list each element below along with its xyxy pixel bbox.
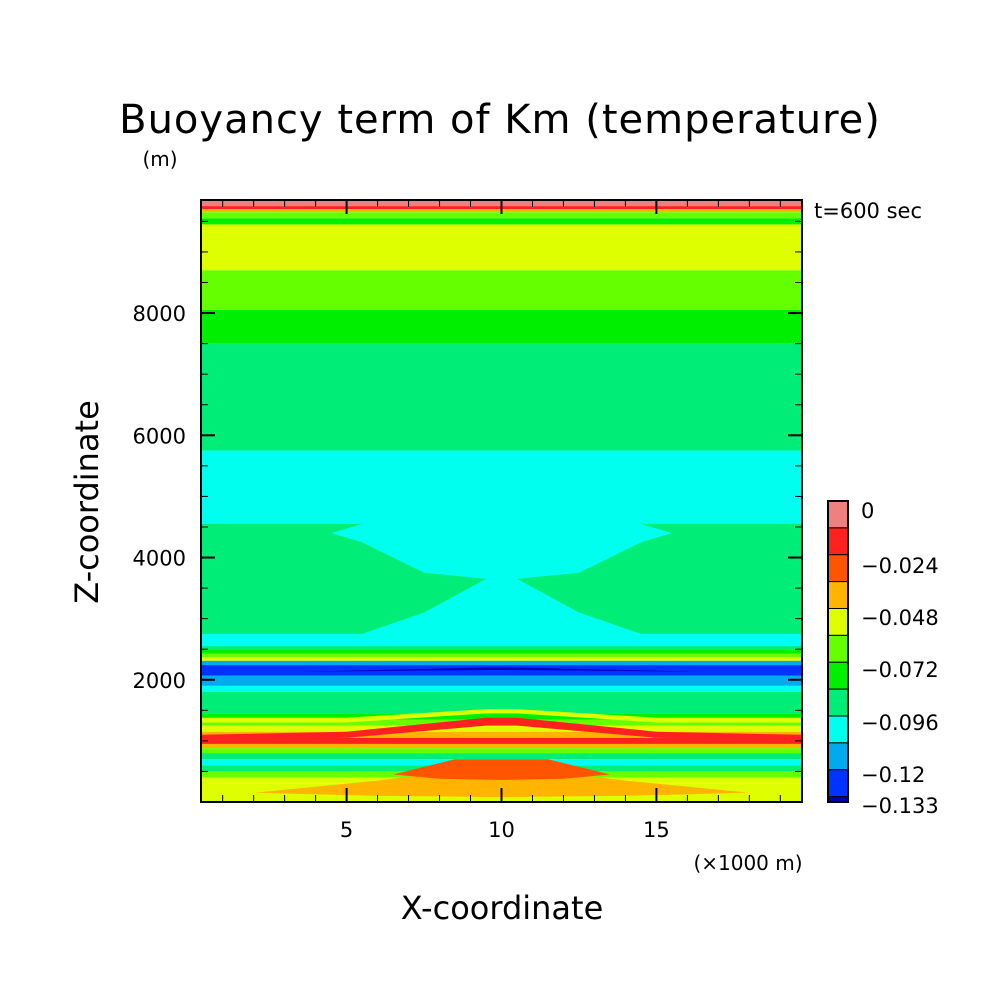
contour-band-15 (201, 665, 802, 676)
contour-band-17 (201, 685, 802, 692)
contour-band-3 (201, 212, 802, 219)
colorbar-frame (827, 500, 849, 803)
contour-band-11 (201, 649, 802, 654)
colorbar-label: −0.096 (861, 711, 939, 735)
contour-band-25 (201, 748, 802, 754)
contour-band-23 (201, 737, 802, 744)
colorbar-swatch-4 (827, 608, 849, 636)
colorbar-swatch-5 (827, 634, 849, 663)
colorbar-label: −0.12 (861, 763, 925, 787)
colorbar-swatch-8 (827, 715, 849, 744)
chart-title: Buoyancy term of Km (temperature) (119, 97, 881, 143)
contour-region-1 (201, 635, 802, 647)
colorbar-label: −0.133 (861, 794, 939, 818)
y-tick-label: 6000 (133, 424, 186, 448)
colorbar-swatch-9 (827, 742, 849, 771)
y-tick-label: 2000 (133, 669, 186, 693)
contour-band-7 (201, 310, 802, 344)
contour-band-16 (201, 675, 802, 686)
colorbar-swatch-10 (827, 769, 849, 798)
colorbar-label: −0.048 (861, 606, 939, 630)
contour-band-6 (201, 270, 802, 311)
contour-band-14 (201, 660, 802, 666)
contour-region-2 (300, 667, 703, 672)
contour-band-18 (201, 691, 802, 714)
contour-region-5 (253, 768, 750, 798)
contour-band-26 (201, 753, 802, 760)
colorbar-swatch-3 (827, 581, 849, 609)
y-axis-label: Z-coordinate (68, 400, 106, 604)
contour-features (201, 523, 802, 798)
colorbar-label: −0.072 (861, 658, 939, 682)
contour-band-19 (201, 713, 802, 720)
contour-region-3 (201, 709, 802, 723)
colorbar-swatch-0 (827, 500, 849, 529)
contour-region-0 (201, 523, 802, 634)
colorbar-swatch-7 (827, 688, 849, 717)
x-unit-label: (×1000 m) (693, 851, 802, 875)
x-tick-label: 15 (643, 818, 670, 842)
contour-band-4 (201, 218, 802, 225)
contour-band-5 (201, 224, 802, 271)
contour-band-13 (201, 657, 802, 661)
contour-region-4 (201, 717, 802, 741)
y-tick-label: 4000 (133, 547, 186, 571)
x-tick-label: 10 (488, 818, 515, 842)
x-tick-label: 5 (340, 818, 353, 842)
colorbar: 0 −0.024 −0.048 −0.072 −0.096 −0.12 −0.133 (827, 499, 939, 818)
contour-region-6 (393, 759, 610, 780)
contour-band-22 (201, 731, 802, 738)
y-unit-label: (m) (142, 147, 177, 171)
colorbar-label: −0.024 (861, 554, 939, 578)
colorbar-swatch-2 (827, 554, 849, 583)
minor-ticks (201, 200, 802, 802)
contour-band-24 (201, 743, 802, 749)
y-axis: 2000 4000 6000 8000 (133, 302, 802, 693)
colorbar-label: 0 (861, 499, 874, 523)
colorbar-swatch-1 (827, 527, 849, 556)
y-tick-label: 8000 (133, 302, 186, 326)
contour-band-21 (201, 725, 802, 732)
time-label: t=600 sec (814, 199, 922, 223)
contour-band-12 (201, 653, 802, 658)
colorbar-swatch-6 (827, 661, 849, 690)
x-axis-label: X-coordinate (401, 889, 604, 927)
contour-band-8 (201, 343, 802, 451)
x-axis: 5 10 15 (340, 200, 670, 842)
